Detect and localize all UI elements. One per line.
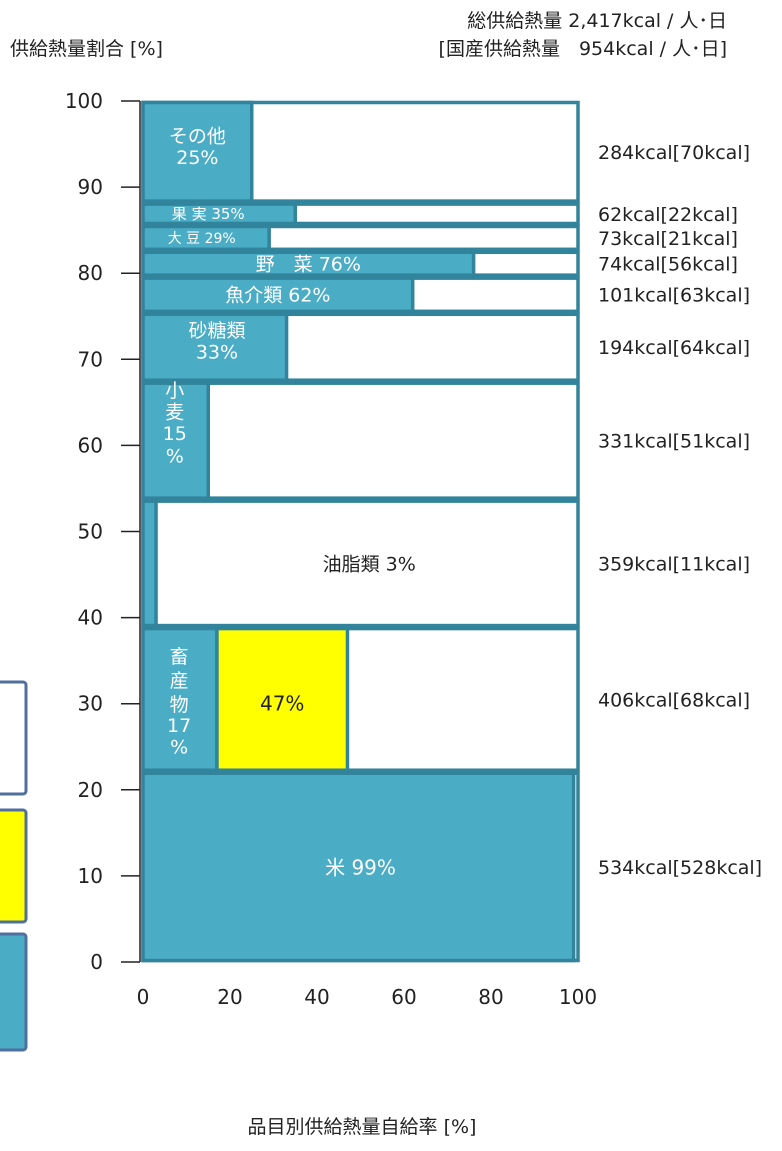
kcal-label: 73kcal[21kcal] — [598, 228, 738, 250]
bar-domestic-segment — [141, 381, 210, 500]
y-tick-label: 40 — [78, 606, 103, 630]
x-tick-label: 40 — [304, 985, 329, 1009]
x-tick-label: 80 — [478, 985, 503, 1009]
bar-label: 産 — [170, 670, 189, 692]
bar-domestic-segment — [141, 202, 297, 226]
y-tick-label: 70 — [78, 347, 103, 371]
y-tick-label: 90 — [78, 175, 103, 199]
kcal-label: 101kcal[63kcal] — [598, 285, 750, 307]
bar-label: 米 99% — [325, 855, 396, 879]
bar-domestic-segment — [141, 276, 415, 314]
bar-label: 油脂類 3% — [323, 553, 416, 575]
y-tick-label: 50 — [78, 520, 103, 544]
bar-label: 17 — [167, 715, 191, 737]
bar-label: 物 — [170, 694, 189, 716]
kcal-label: 406kcal[68kcal] — [598, 689, 750, 711]
bar-label: % — [166, 446, 184, 468]
bar-label: 魚介類 62% — [225, 285, 330, 307]
y-tick-label: 10 — [78, 864, 103, 888]
x-tick-label: 60 — [391, 985, 416, 1009]
bar-domestic-segment — [141, 250, 476, 277]
y-tick-label: 80 — [78, 261, 103, 285]
legend — [0, 680, 28, 1052]
bar-label: 麦 — [165, 402, 184, 424]
y-tick-label: 100 — [65, 89, 103, 113]
bar-label: その他 — [169, 125, 226, 147]
x-tick-label: 0 — [137, 985, 150, 1009]
bar-domestic-segment — [141, 771, 576, 963]
total-supply-label: 総供給熱量 2,417kcal / 人･日 — [467, 10, 727, 32]
legend-white-box — [0, 680, 28, 796]
bars — [141, 100, 580, 963]
kcal-label: 284kcal[70kcal] — [598, 142, 750, 164]
kcal-label: 359kcal[11kcal] — [598, 553, 750, 575]
legend-blue-box — [0, 932, 28, 1052]
legend-yellow-box — [0, 808, 28, 924]
bar-feed-segment — [215, 626, 350, 772]
y-axis-title: 供給熱量割合 [%] — [10, 38, 163, 60]
bar-label: 15 — [163, 423, 187, 445]
x-tick-label: 20 — [217, 985, 242, 1009]
bar-domestic-segment — [141, 224, 271, 252]
bar-label: 大 豆 29% — [168, 231, 236, 247]
bar-domestic-segment — [141, 499, 158, 628]
bar-label: 25% — [176, 147, 218, 169]
y-tick-label: 60 — [78, 433, 103, 457]
y-tick-label: 30 — [78, 692, 103, 716]
kcal-label: 62kcal[22kcal] — [598, 204, 738, 226]
bar-domestic-segment — [141, 100, 254, 203]
bar-label: 47% — [260, 692, 304, 716]
domestic-supply-label: [国産供給熱量 954kcal / 人･日] — [439, 38, 727, 60]
bar-total-box — [141, 381, 580, 500]
axes: 0 10 20 30 40 50 60 70 80 90 100 0 20 40 60 80 100 — [65, 89, 597, 1009]
bar-label: 果 実 35% — [172, 205, 245, 223]
x-axis-title: 品目別供給熱量自給率 [%] — [248, 1116, 477, 1138]
kcal-label: 194kcal[64kcal] — [598, 337, 750, 359]
kcal-label: 331kcal[51kcal] — [598, 431, 750, 453]
kcal-label: 534kcal[528kcal] — [598, 857, 762, 879]
y-tick-label: 0 — [90, 950, 103, 974]
kcal-label: 74kcal[56kcal] — [598, 254, 738, 276]
bar-total-box — [141, 499, 580, 628]
bar-domestic-segment — [141, 312, 289, 382]
bar-labels: 534kcal[528kcal] 406kcal[68kcal] 359kcal[1… — [163, 125, 762, 879]
bar-label: 野 菜 76% — [256, 254, 361, 276]
y-tick-label: 20 — [78, 778, 103, 802]
bar-label: % — [170, 737, 188, 759]
bar-label: 33% — [196, 341, 238, 363]
x-tick-label: 100 — [559, 985, 597, 1009]
bar-label: 砂糖類 — [188, 320, 245, 342]
bar-label: 畜 — [170, 646, 189, 668]
bar-label: 小 — [165, 380, 184, 402]
